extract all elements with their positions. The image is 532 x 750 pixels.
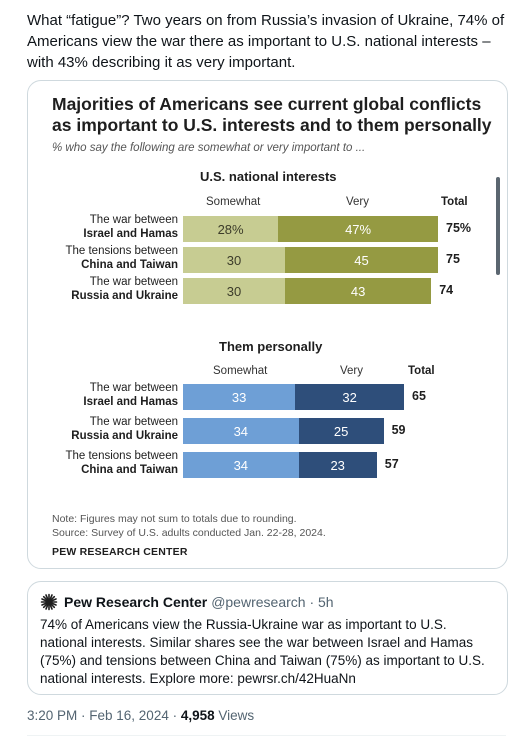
views-label: Views [214,708,255,723]
section-title-us-interest: U.S. national interests [200,169,337,184]
tweet-text: What “fatigue”? Two years on from Russia… [27,12,505,71]
row-label-line1: The war between [89,382,178,394]
bar-total: 57 [384,457,399,471]
row-label: The war between Russia and Ukraine [71,415,178,443]
row-label-line1: The tensions between [65,450,178,462]
bar-very: 45 [285,247,438,273]
row-label-line2: China and Taiwan [81,464,178,476]
bar-row-personal: The war between Russia and Ukraine 34 25 59 [28,415,507,444]
chart-subtitle: % who say the following are somewhat or … [52,142,366,154]
chart-title: Majorities of Americans see current glob… [52,94,492,135]
row-label-line2: Israel and Hamas [83,228,178,240]
bar-row-personal: The war between Israel and Hamas 33 32 65 [28,381,507,410]
bar-total: 65 [412,389,426,403]
pew-logo-icon [40,593,58,611]
tweet-meta: 3:20 PM · Feb 16, 2024 · 4,958 Views [27,708,254,723]
divider [27,735,506,736]
row-label-line2: Russia and Ukraine [71,290,178,302]
row-label: The tensions between China and Taiwan [65,244,178,272]
quoted-author-name[interactable]: Pew Research Center [64,594,208,610]
quoted-tweet[interactable]: Pew Research Center @pewresearch · 5h 74… [27,581,508,695]
row-label-line2: Russia and Ukraine [71,430,178,442]
legend-us-interest-somewhat: Somewhat [206,196,261,208]
bar-row-us-interest: The tensions between China and Taiwan 30 45… [28,244,507,273]
row-label: The war between Israel and Hamas [83,213,178,241]
bar-total: 75 [446,252,460,266]
row-label-line2: Israel and Hamas [83,396,178,408]
views-count: 4,958 [180,708,215,723]
legend-personal-somewhat: Somewhat [213,365,268,377]
legend-us-interest-total: Total [441,196,468,208]
quoted-tweet-header: Pew Research Center @pewresearch · 5h [40,593,334,611]
bar-somewhat: 34 [183,452,299,478]
chart-card[interactable]: Majorities of Americans see current glob… [27,80,508,569]
bar-very: 25 [298,418,384,444]
row-label-line1: The war between [89,214,178,226]
bar-somewhat: 28% [183,216,279,242]
legend-personal-total: Total [408,365,435,377]
bar-total: 75% [446,221,472,235]
bar-total: 59 [391,423,406,437]
chart-note: Note: Figures may not sum to totals due … [52,513,297,525]
bar-very: 47% [278,216,438,242]
row-label: The tensions between China and Taiwan [65,449,178,477]
chart-source: Source: Survey of U.S. adults conducted … [52,527,326,539]
card-scrollbar[interactable] [496,177,500,275]
quoted-tweet-text: 74% of Americans view the Russia-Ukraine… [40,617,485,686]
bar-very: 32 [295,384,404,410]
row-label: The war between Israel and Hamas [83,381,178,409]
bar-somewhat: 30 [183,278,285,304]
row-label-line1: The tensions between [65,245,178,257]
quoted-author-handle[interactable]: @pewresearch · 5h [211,594,334,610]
bar-total: 74 [439,283,454,297]
legend-us-interest-very: Very [346,196,370,208]
bar-row-us-interest: The war between Russia and Ukraine 30 43 74 [28,275,507,304]
row-label-line1: The war between [89,276,178,288]
bar-very: 43 [285,278,432,304]
legend-personal-very: Very [340,365,364,377]
bar-row-us-interest: The war between Israel and Hamas 28% 47% 75% [28,213,507,242]
bar-very: 23 [298,452,377,478]
bar-somewhat: 33 [183,384,296,410]
section-title-personal: Them personally [219,339,323,354]
pew-brand: PEW RESEARCH CENTER [52,546,188,558]
row-label: The war between Russia and Ukraine [71,275,178,303]
row-label-line1: The war between [89,416,178,428]
bar-somewhat: 30 [183,247,285,273]
tweet-timestamp[interactable]: 3:20 PM · Feb 16, 2024 · [27,708,181,723]
bar-row-personal: The tensions between China and Taiwan 34 23… [28,449,507,478]
bar-somewhat: 34 [183,418,299,444]
row-label-line2: China and Taiwan [81,259,178,271]
